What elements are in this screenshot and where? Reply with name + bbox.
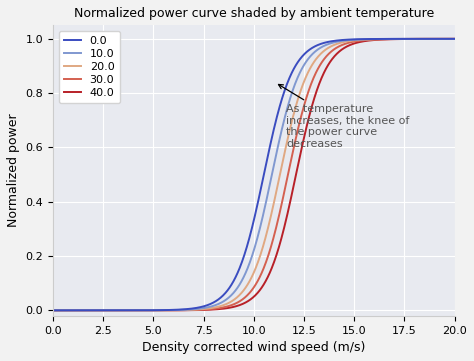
Legend: 0.0, 10.0, 20.0, 30.0, 40.0: 0.0, 10.0, 20.0, 30.0, 40.0 [58,31,120,103]
Line: 40.0: 40.0 [53,39,455,310]
30.0 [227,304,233,308]
0.0 [50,308,56,313]
0.0 [364,37,369,41]
10.0 [452,37,457,41]
20.0 [326,45,332,50]
30.0 [371,38,376,42]
20.0 [227,300,233,304]
0.0 [227,285,233,289]
30.0 [364,38,369,42]
10.0 [371,37,376,41]
0.0 [452,37,457,41]
0.0 [91,308,97,313]
Line: 0.0: 0.0 [53,39,455,310]
40.0 [227,305,233,310]
40.0 [326,62,332,66]
20.0 [91,308,97,313]
10.0 [227,294,233,299]
0.0 [326,40,332,44]
20.0 [452,37,457,41]
10.0 [50,308,56,313]
10.0 [326,42,332,46]
40.0 [364,39,369,43]
10.0 [91,308,97,313]
40.0 [452,37,457,41]
30.0 [50,308,56,313]
30.0 [326,52,332,56]
Line: 30.0: 30.0 [53,39,455,310]
30.0 [452,37,457,41]
Text: As temperature
increases, the knee of
the power curve
decreases: As temperature increases, the knee of th… [279,84,410,149]
30.0 [212,306,218,311]
40.0 [371,38,376,42]
20.0 [50,308,56,313]
30.0 [91,308,97,313]
Line: 10.0: 10.0 [53,39,455,310]
10.0 [212,303,218,307]
X-axis label: Density corrected wind speed (m/s): Density corrected wind speed (m/s) [142,341,365,354]
0.0 [212,299,218,304]
Title: Normalized power curve shaded by ambient temperature: Normalized power curve shaded by ambient… [73,7,434,20]
20.0 [371,37,376,42]
40.0 [212,307,218,312]
20.0 [212,305,218,309]
0.0 [371,37,376,41]
Line: 20.0: 20.0 [53,39,455,310]
Y-axis label: Normalized power: Normalized power [7,114,20,227]
40.0 [50,308,56,313]
10.0 [364,37,369,42]
40.0 [91,308,97,313]
20.0 [364,37,369,42]
